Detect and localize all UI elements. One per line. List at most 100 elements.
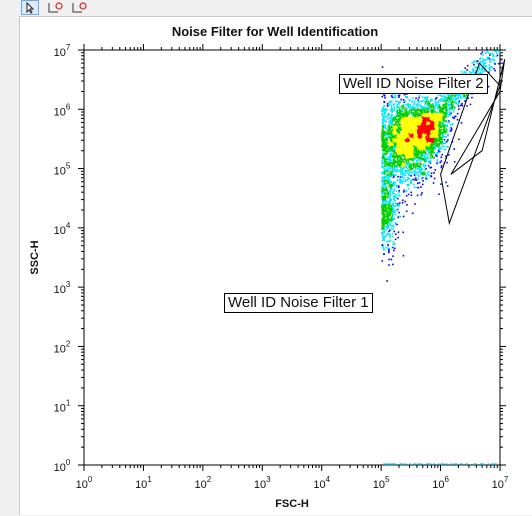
data-point (405, 171, 407, 173)
data-point (447, 109, 449, 111)
data-point (419, 165, 421, 167)
data-point (392, 191, 394, 193)
data-point (384, 109, 386, 111)
data-point (398, 156, 400, 158)
add-gate-tool-button[interactable] (45, 0, 63, 15)
data-point (387, 150, 389, 152)
data-point (387, 217, 389, 219)
data-point (407, 168, 409, 170)
plot-window: Noise Filter for Well Identification 100… (19, 16, 532, 515)
data-point (399, 133, 401, 135)
data-point (414, 120, 416, 122)
data-point (411, 168, 413, 170)
data-point (405, 130, 407, 132)
data-point (424, 125, 426, 127)
data-point (421, 178, 423, 180)
data-point (394, 161, 396, 163)
data-point (394, 171, 396, 173)
data-point (411, 112, 413, 114)
data-point (437, 108, 439, 110)
data-point (447, 185, 449, 187)
data-point (470, 104, 472, 106)
data-point (419, 169, 421, 171)
data-point (402, 231, 404, 233)
data-point (459, 94, 461, 96)
data-point (399, 176, 401, 178)
data-point (387, 181, 389, 183)
data-point (382, 203, 384, 205)
data-point (494, 70, 496, 72)
data-point (410, 120, 412, 122)
data-point (411, 138, 413, 140)
data-point (427, 96, 429, 98)
data-point (428, 132, 430, 134)
data-point (408, 124, 410, 126)
data-point (409, 105, 411, 107)
data-point (417, 107, 419, 109)
data-point (425, 132, 427, 134)
data-point (412, 149, 414, 151)
data-point (432, 105, 434, 107)
data-point (420, 136, 422, 138)
data-point (396, 156, 398, 158)
data-point (407, 117, 409, 119)
data-point (398, 141, 400, 143)
data-point (381, 139, 383, 141)
data-point (382, 134, 384, 136)
data-point (442, 111, 444, 113)
data-point (398, 217, 400, 219)
data-point (382, 132, 384, 134)
data-point (421, 168, 423, 170)
data-point (421, 156, 423, 158)
data-point (489, 69, 491, 71)
data-point (415, 132, 417, 134)
data-point (383, 177, 385, 179)
data-point (428, 110, 430, 112)
data-point (428, 105, 430, 107)
data-point (391, 109, 393, 111)
data-point (383, 157, 385, 159)
add-quadrant-tool-button[interactable] (69, 0, 87, 15)
data-point (418, 178, 420, 180)
data-point (464, 71, 466, 73)
data-point (445, 182, 447, 184)
data-point (431, 153, 433, 155)
data-point (415, 109, 417, 111)
data-point (403, 124, 405, 126)
data-point (429, 167, 431, 169)
data-point (409, 150, 411, 152)
data-point (422, 126, 424, 128)
data-point (453, 109, 455, 111)
data-point (384, 97, 386, 99)
data-point (409, 170, 411, 172)
data-point (422, 180, 424, 182)
data-point (413, 122, 415, 124)
data-point (415, 124, 417, 126)
data-point (381, 225, 383, 227)
data-point (382, 166, 384, 168)
data-point (438, 125, 440, 127)
data-point (381, 122, 383, 124)
data-point (420, 163, 422, 165)
data-point (399, 123, 401, 125)
data-point (424, 161, 426, 163)
pointer-tool-button[interactable] (21, 0, 39, 15)
data-point (393, 189, 395, 191)
data-point (395, 190, 397, 192)
data-point (408, 123, 410, 125)
data-point (448, 154, 450, 156)
data-point (445, 115, 447, 117)
data-point (414, 179, 416, 181)
data-point (389, 163, 391, 165)
data-point (413, 166, 415, 168)
data-point (395, 123, 397, 125)
data-point (458, 108, 460, 110)
data-point (434, 143, 436, 145)
data-point (419, 144, 421, 146)
data-point (461, 103, 463, 105)
data-point (421, 174, 423, 176)
data-point (411, 180, 413, 182)
data-point (405, 104, 407, 106)
data-point (389, 117, 391, 119)
data-point (433, 128, 435, 130)
